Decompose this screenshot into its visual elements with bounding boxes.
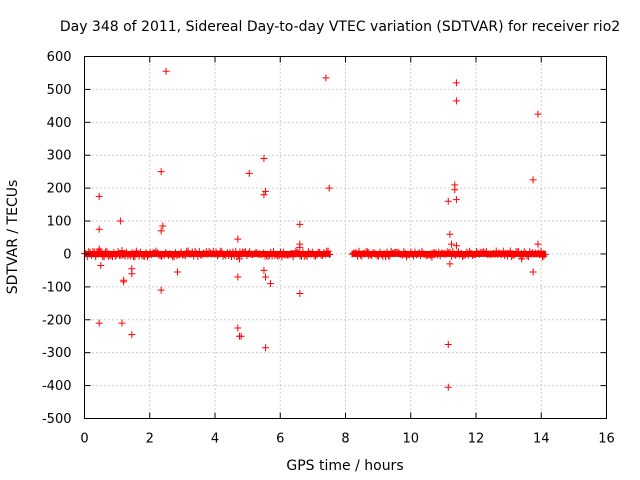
data-point: [97, 261, 105, 269]
data-point: [364, 252, 372, 260]
data-point: [260, 191, 268, 199]
x-tick-label: 6: [276, 432, 284, 447]
data-point: [95, 245, 103, 253]
y-tick-label: -500: [42, 412, 72, 427]
data-point: [260, 155, 268, 163]
data-point: [322, 74, 330, 82]
data-point: [296, 289, 304, 297]
y-tick-label: 600: [47, 50, 72, 65]
grid-layer: [84, 56, 607, 419]
y-tick-label: -400: [42, 379, 72, 394]
data-point: [452, 79, 460, 87]
data-point: [529, 268, 537, 276]
x-tick-label: 10: [402, 432, 419, 447]
x-tick-label: 16: [598, 432, 615, 447]
data-point: [128, 270, 136, 278]
x-tick-label: 12: [468, 432, 485, 447]
plot-frame: [84, 56, 607, 419]
data-point: [237, 332, 245, 340]
data-point: [446, 260, 454, 268]
y-tick-label: 500: [47, 83, 72, 98]
data-point: [452, 97, 460, 105]
data-point: [173, 268, 181, 276]
y-tick-label: 100: [47, 215, 72, 230]
y-tick-label: 0: [63, 247, 71, 262]
data-point: [266, 280, 274, 288]
x-tick-label: 14: [533, 432, 550, 447]
data-point: [128, 331, 136, 339]
data-point: [448, 240, 456, 248]
y-tick-label: -200: [42, 313, 72, 328]
data-point: [157, 286, 165, 294]
data-point: [116, 217, 124, 225]
data-point: [296, 243, 304, 251]
x-tick-label: 0: [80, 432, 88, 447]
data-point: [118, 247, 126, 255]
data-point: [428, 253, 436, 261]
x-tick-label: 2: [146, 432, 154, 447]
data-point: [234, 273, 242, 281]
band-markers: [348, 247, 549, 261]
data-point: [95, 192, 103, 200]
y-axis-label: SDTVAR / TECUs: [5, 180, 21, 295]
data-point: [245, 169, 253, 177]
data-point: [446, 230, 454, 238]
data-point: [262, 344, 270, 352]
x-axis-label: GPS time / hours: [286, 458, 403, 474]
y-tick-label: -300: [42, 346, 72, 361]
data-point: [444, 197, 452, 205]
data-point: [157, 168, 165, 176]
data-point: [262, 273, 270, 281]
data-point: [234, 235, 242, 243]
x-tick-label: 4: [211, 432, 219, 447]
data-point: [534, 110, 542, 118]
data-point: [296, 220, 304, 228]
data-point: [444, 340, 452, 348]
axes: -500 -400 -300 -200 -100 0 100 200 300 400 500 600 0…: [42, 50, 615, 447]
outlier-points: [95, 67, 542, 391]
data-point: [452, 242, 460, 250]
y-tick-label: 200: [47, 182, 72, 197]
data-point: [518, 255, 526, 263]
y-tick-label: 300: [47, 149, 72, 164]
data-point: [120, 278, 128, 286]
data-point: [325, 184, 333, 192]
dense-data-band: [81, 247, 549, 261]
data-point: [118, 319, 126, 327]
data-point: [260, 266, 268, 274]
data-point: [444, 383, 452, 391]
data-point: [159, 222, 167, 230]
data-point: [162, 67, 170, 75]
data-point: [529, 176, 537, 184]
x-tick-label: 8: [341, 432, 349, 447]
data-point: [534, 240, 542, 248]
data-point: [262, 187, 270, 195]
data-point: [235, 255, 243, 263]
data-point: [451, 186, 459, 194]
data-point: [157, 227, 165, 235]
data-point: [452, 196, 460, 204]
y-tick-label: -100: [42, 280, 72, 295]
y-tick-label: 400: [47, 116, 72, 131]
data-point: [234, 324, 242, 332]
data-point: [95, 319, 103, 327]
chart-title: Day 348 of 2011, Sidereal Day-to-day VTE…: [60, 19, 620, 35]
data-point: [95, 225, 103, 233]
